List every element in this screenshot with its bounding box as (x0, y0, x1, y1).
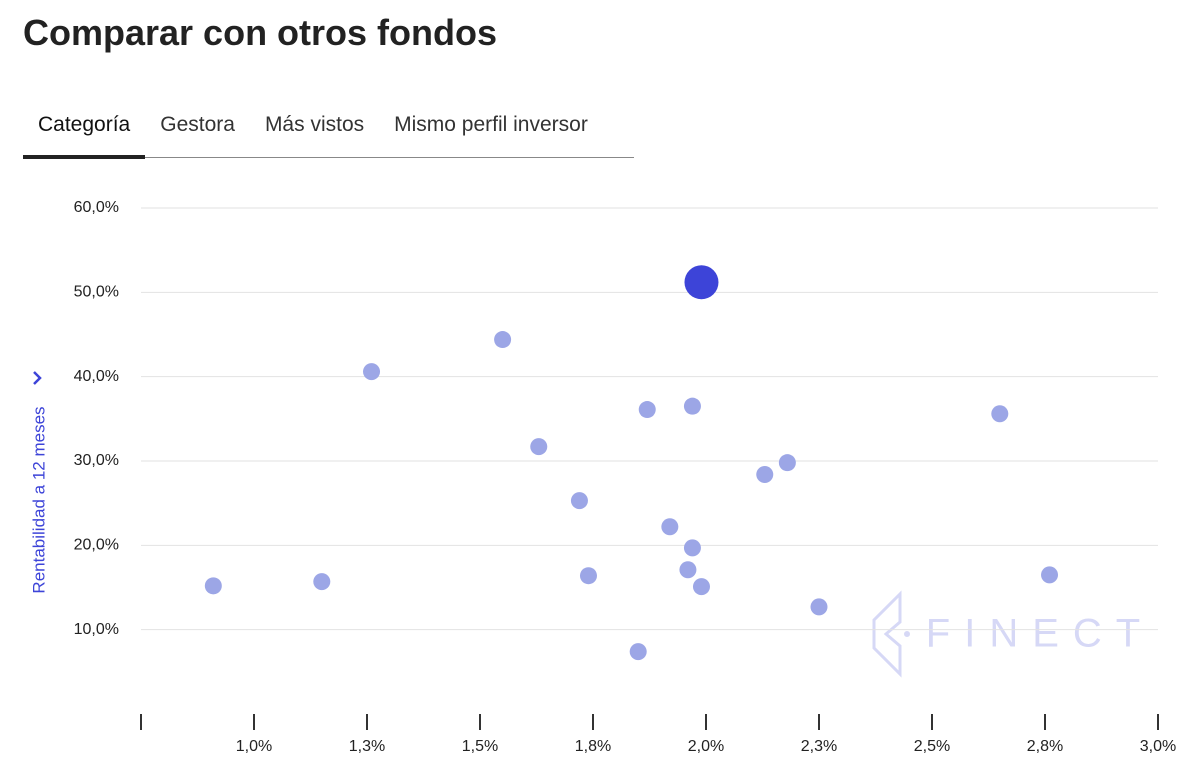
x-tick-label: 2,8% (1027, 738, 1063, 755)
data-point (692, 578, 710, 596)
data-point (661, 518, 679, 536)
data-point (638, 401, 656, 419)
data-point (629, 643, 647, 661)
data-point (683, 539, 701, 557)
data-point (684, 265, 719, 300)
data-point (756, 465, 774, 483)
data-point (991, 405, 1009, 423)
data-point (363, 363, 381, 381)
data-point (570, 492, 588, 510)
watermark: FINECT (926, 612, 1154, 656)
y-tick-label: 40,0% (74, 368, 119, 385)
x-tick-label: 2,0% (688, 738, 724, 755)
data-point (683, 397, 701, 415)
data-point (313, 573, 331, 591)
data-point (204, 577, 222, 595)
tab-bar: Categoría Gestora Más vistos Mismo perfi… (23, 100, 634, 159)
data-point (579, 567, 597, 585)
x-tick-label: 3,0% (1140, 738, 1176, 755)
y-tick-label: 50,0% (74, 284, 119, 301)
x-tick-label: 1,0% (236, 738, 272, 755)
y-tick-label: 10,0% (74, 621, 119, 638)
tab[interactable]: Categoría (23, 100, 146, 159)
y-tick-label: 20,0% (74, 537, 119, 554)
x-tick-label: 2,3% (801, 738, 837, 755)
x-tick-label: 2,5% (914, 738, 950, 755)
y-tick-label: 30,0% (74, 452, 119, 469)
tab[interactable]: Mismo perfil inversor (394, 113, 588, 136)
axis-toggle-icon[interactable] (33, 371, 42, 385)
y-tick-label: 60,0% (74, 199, 119, 216)
tab[interactable]: Gestora (160, 113, 235, 136)
y-axis-label: Rentabilidad a 12 meses (29, 406, 48, 593)
data-point (494, 331, 512, 349)
tab[interactable]: Más vistos (264, 113, 365, 136)
x-tick-label: 1,8% (575, 738, 611, 755)
data-point (810, 598, 828, 616)
x-tick-label: 1,5% (462, 738, 498, 755)
x-tick-label: 1,3% (349, 738, 385, 755)
data-point (530, 438, 548, 456)
watermark-logo (872, 590, 910, 678)
data-point (679, 561, 697, 579)
data-point (778, 454, 796, 472)
data-point (1041, 566, 1059, 584)
page-title: Comparar con otros fondos (23, 12, 498, 53)
